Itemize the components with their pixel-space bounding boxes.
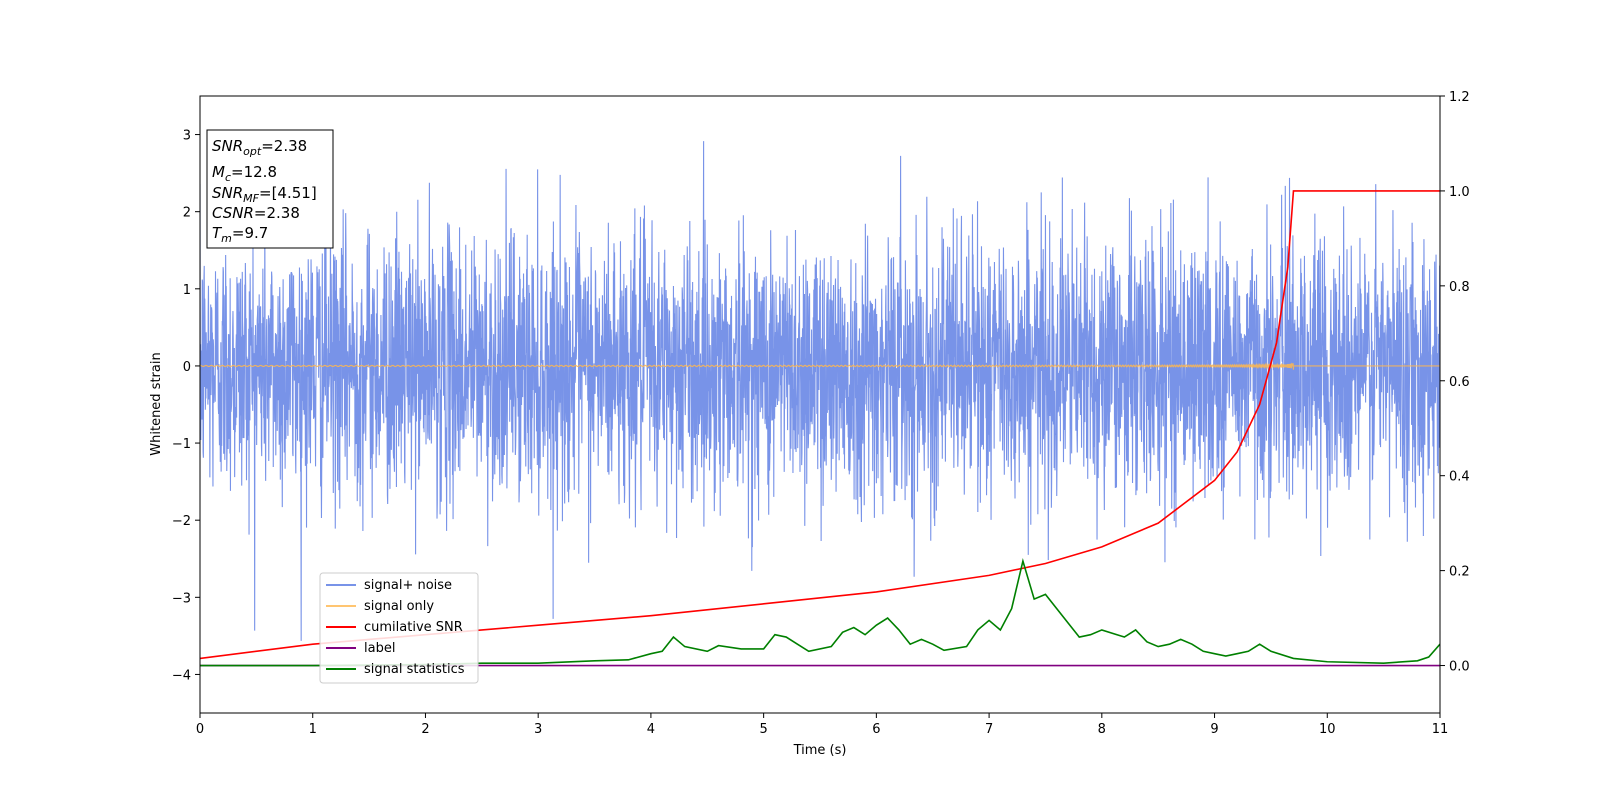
x-tick-label: 2 [421,722,429,737]
legend-label-signal-only: signal only [364,599,434,614]
x-axis-label: Time (s) [793,743,847,758]
axis-layer: 0 1 2 3 4 5 6 7 8 9 10 11 −4 −3 −2 −1 0 1 2 3 0.0 0.2 0.4 0.6 0.… [172,90,1470,737]
x-tick-label: 1 [309,722,317,737]
y2-tick-label: 0.4 [1449,470,1470,485]
y-tick-label: −1 [172,437,191,452]
x-tick-label: 3 [534,722,542,737]
x-tick-label: 9 [1210,722,1218,737]
y2-tick-label: 0.2 [1449,565,1470,580]
legend: signal+ noise signal only cumilative SNR… [319,572,479,684]
series-cumulative-snr [200,190,1440,660]
y-tick-label: 3 [183,129,191,144]
info-tm: Tm=9.7 [212,224,268,245]
legend-frame [319,572,479,684]
info-box-frame [206,129,334,249]
x-tick-label: 7 [985,722,993,737]
x-tick-label: 8 [1098,722,1106,737]
legend-label-signal-statistics: signal statistics [364,662,465,677]
y-tick-label: 1 [183,283,191,298]
series-signal-statistics [200,558,1440,667]
x-tick-label: 4 [647,722,655,737]
x-tick-label: 5 [759,722,767,737]
legend-label-cumulative-snr: cumilative SNR [364,620,463,635]
x-tick-label: 6 [872,722,880,737]
plot-frame [199,95,1441,714]
info-snr-mf: SNRMF=[4.51] [212,184,317,205]
legend-label-signal-noise: signal+ noise [364,578,452,593]
y-tick-label: −2 [172,514,191,529]
y2-tick-label: 0.0 [1449,660,1470,675]
x-tick-label: 11 [1432,722,1449,737]
y2-tick-label: 1.0 [1449,185,1470,200]
y2-tick-label: 0.6 [1449,375,1470,390]
info-box: SNRopt=2.38 Mc=12.8 SNRMF=[4.51] CSNR=2.… [206,129,334,249]
legend-label-label: label [364,641,395,656]
y-tick-label: 0 [183,360,191,375]
y-tick-label: −3 [172,591,191,606]
x-tick-label: 0 [196,722,204,737]
x-tick-label: 10 [1319,722,1336,737]
info-mc: Mc=12.8 [212,163,277,184]
y-axis-label: Whitened strain [149,352,164,455]
series-signal-only [200,362,1440,370]
info-snr-opt: SNRopt=2.38 [212,137,307,158]
y2-tick-label: 1.2 [1449,90,1470,105]
info-csnr: CSNR=2.38 [212,204,300,222]
y-tick-label: 2 [183,206,191,221]
y2-tick-label: 0.8 [1449,280,1470,295]
y-tick-label: −4 [172,668,191,683]
